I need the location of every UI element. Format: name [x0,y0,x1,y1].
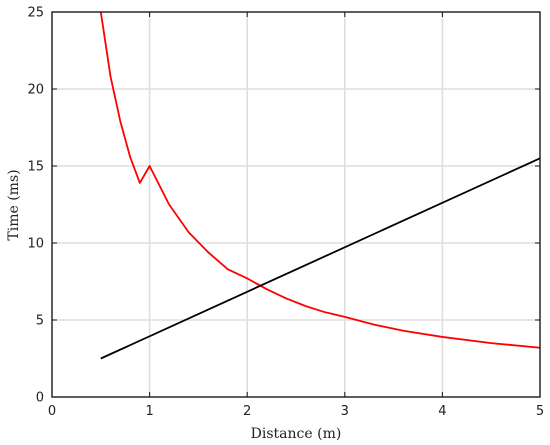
x-axis-label: Distance (m) [251,426,342,442]
x-tick-label: 4 [438,404,446,419]
plot-frame [51,11,541,398]
series-line-1 [100,157,541,360]
x-tick-label: 3 [341,404,349,419]
series-layer [99,11,541,360]
x-tick-label: 1 [145,404,153,419]
y-tick-label: 20 [27,83,44,98]
x-tick-label: 0 [48,404,56,419]
x-tick-labels: 0 1 2 3 4 5 [48,404,544,419]
y-tick-label: 15 [27,160,44,175]
y-tick-label: 25 [27,6,44,21]
y-tick-label: 5 [36,314,44,329]
x-tick-label: 2 [243,404,251,419]
tick-marks [51,11,541,398]
y-tick-label: 10 [27,237,44,252]
plot-background [52,12,540,397]
grid-lines [52,12,540,397]
y-tick-labels: 0 5 10 15 20 25 [27,6,44,406]
y-tick-label: 0 [36,391,44,406]
x-tick-label: 5 [536,404,544,419]
y-axis-label: Time (ms) [6,169,22,240]
series-line-0 [99,11,541,349]
